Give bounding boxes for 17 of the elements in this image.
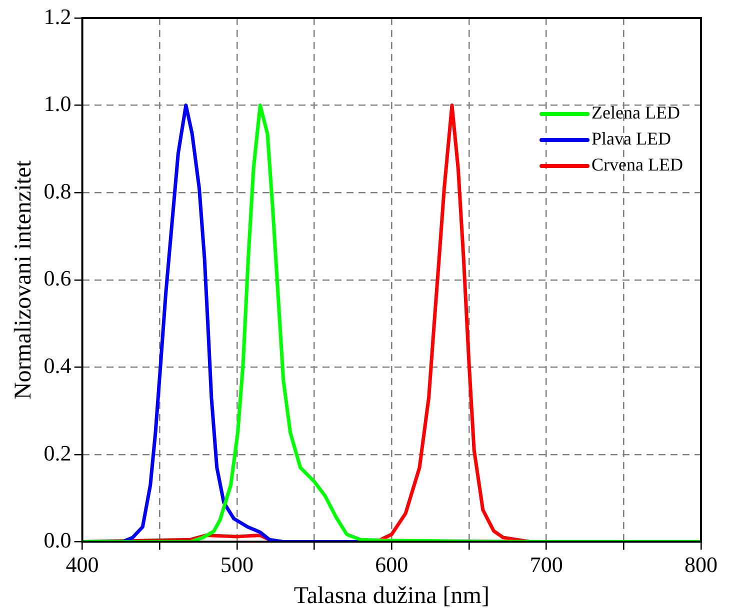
x-tick-label: 600 — [375, 552, 408, 577]
legend-label: Crvena LED — [592, 154, 683, 175]
x-axis-title: Talasna dužina [nm] — [294, 582, 490, 609]
x-tick-label: 700 — [530, 552, 563, 577]
x-tick-label: 400 — [66, 552, 99, 577]
y-tick-label: 1.0 — [44, 91, 72, 116]
y-tick-label: 0.6 — [44, 266, 72, 291]
y-tick-label: 0.0 — [44, 528, 72, 553]
x-tick-label: 500 — [220, 552, 254, 577]
y-tick-label: 0.2 — [44, 440, 72, 466]
y-tick-label: 1.2 — [44, 4, 72, 29]
x-tick-label: 800 — [684, 552, 718, 577]
y-tick-label: 0.4 — [44, 352, 72, 378]
y-tick-label: 0.8 — [44, 178, 72, 204]
y-axis-title: Normalizovani intenzitet — [10, 160, 37, 400]
legend-label: Zelena LED — [592, 102, 680, 123]
legend-label: Plava LED — [592, 128, 672, 149]
